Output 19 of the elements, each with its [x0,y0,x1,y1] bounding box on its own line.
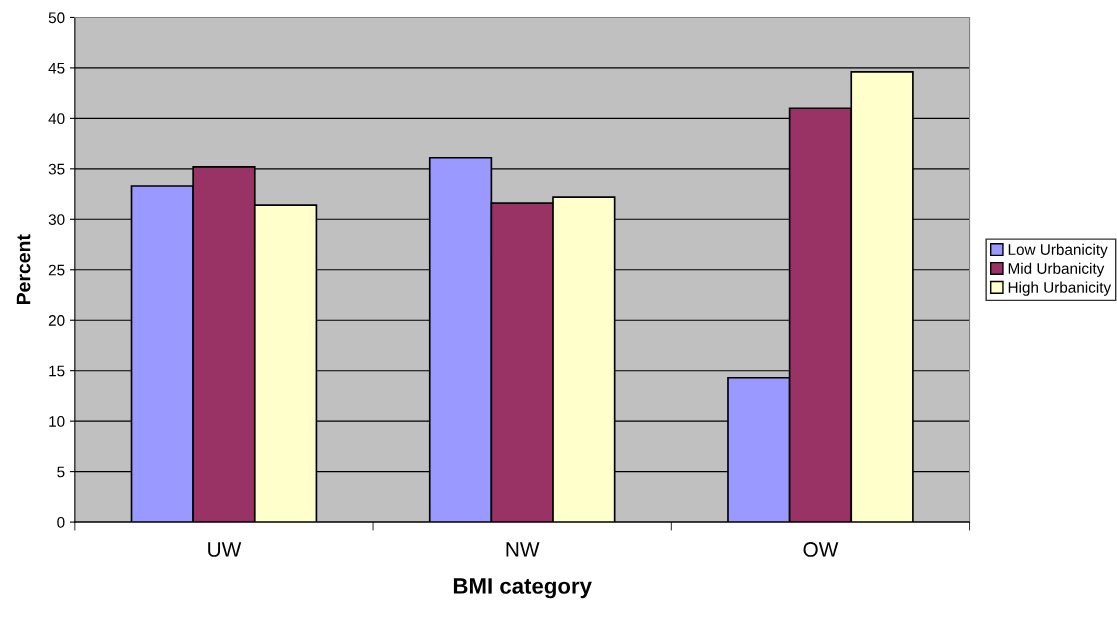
y-tick-label: 15 [49,365,65,377]
y-tick-label: 10 [49,416,65,427]
y-tick-label: 40 [48,113,65,125]
y-tick-label: 0 [57,516,65,528]
x-tick-label: NW [506,542,540,557]
y-tick-label: 45 [48,62,65,74]
x-axis-title: BMI category [453,578,592,599]
y-tick-label: 20 [48,315,65,326]
y-tick-label: 50 [48,12,65,24]
x-tick-label: OW [803,542,839,557]
y-tick-label: 5 [57,466,65,478]
legend-label: Mid Urbanicity [1008,262,1105,277]
y-tick-label: 35 [48,163,65,175]
legend-label: High Urbanicity [1008,281,1112,296]
y-tick-label: 30 [48,214,65,225]
y-tick-label: 25 [48,264,65,276]
y-axis-title: Percent [16,234,31,305]
x-tick-label: UW [208,542,242,557]
legend-label: Low Urbanicity [1008,243,1108,259]
